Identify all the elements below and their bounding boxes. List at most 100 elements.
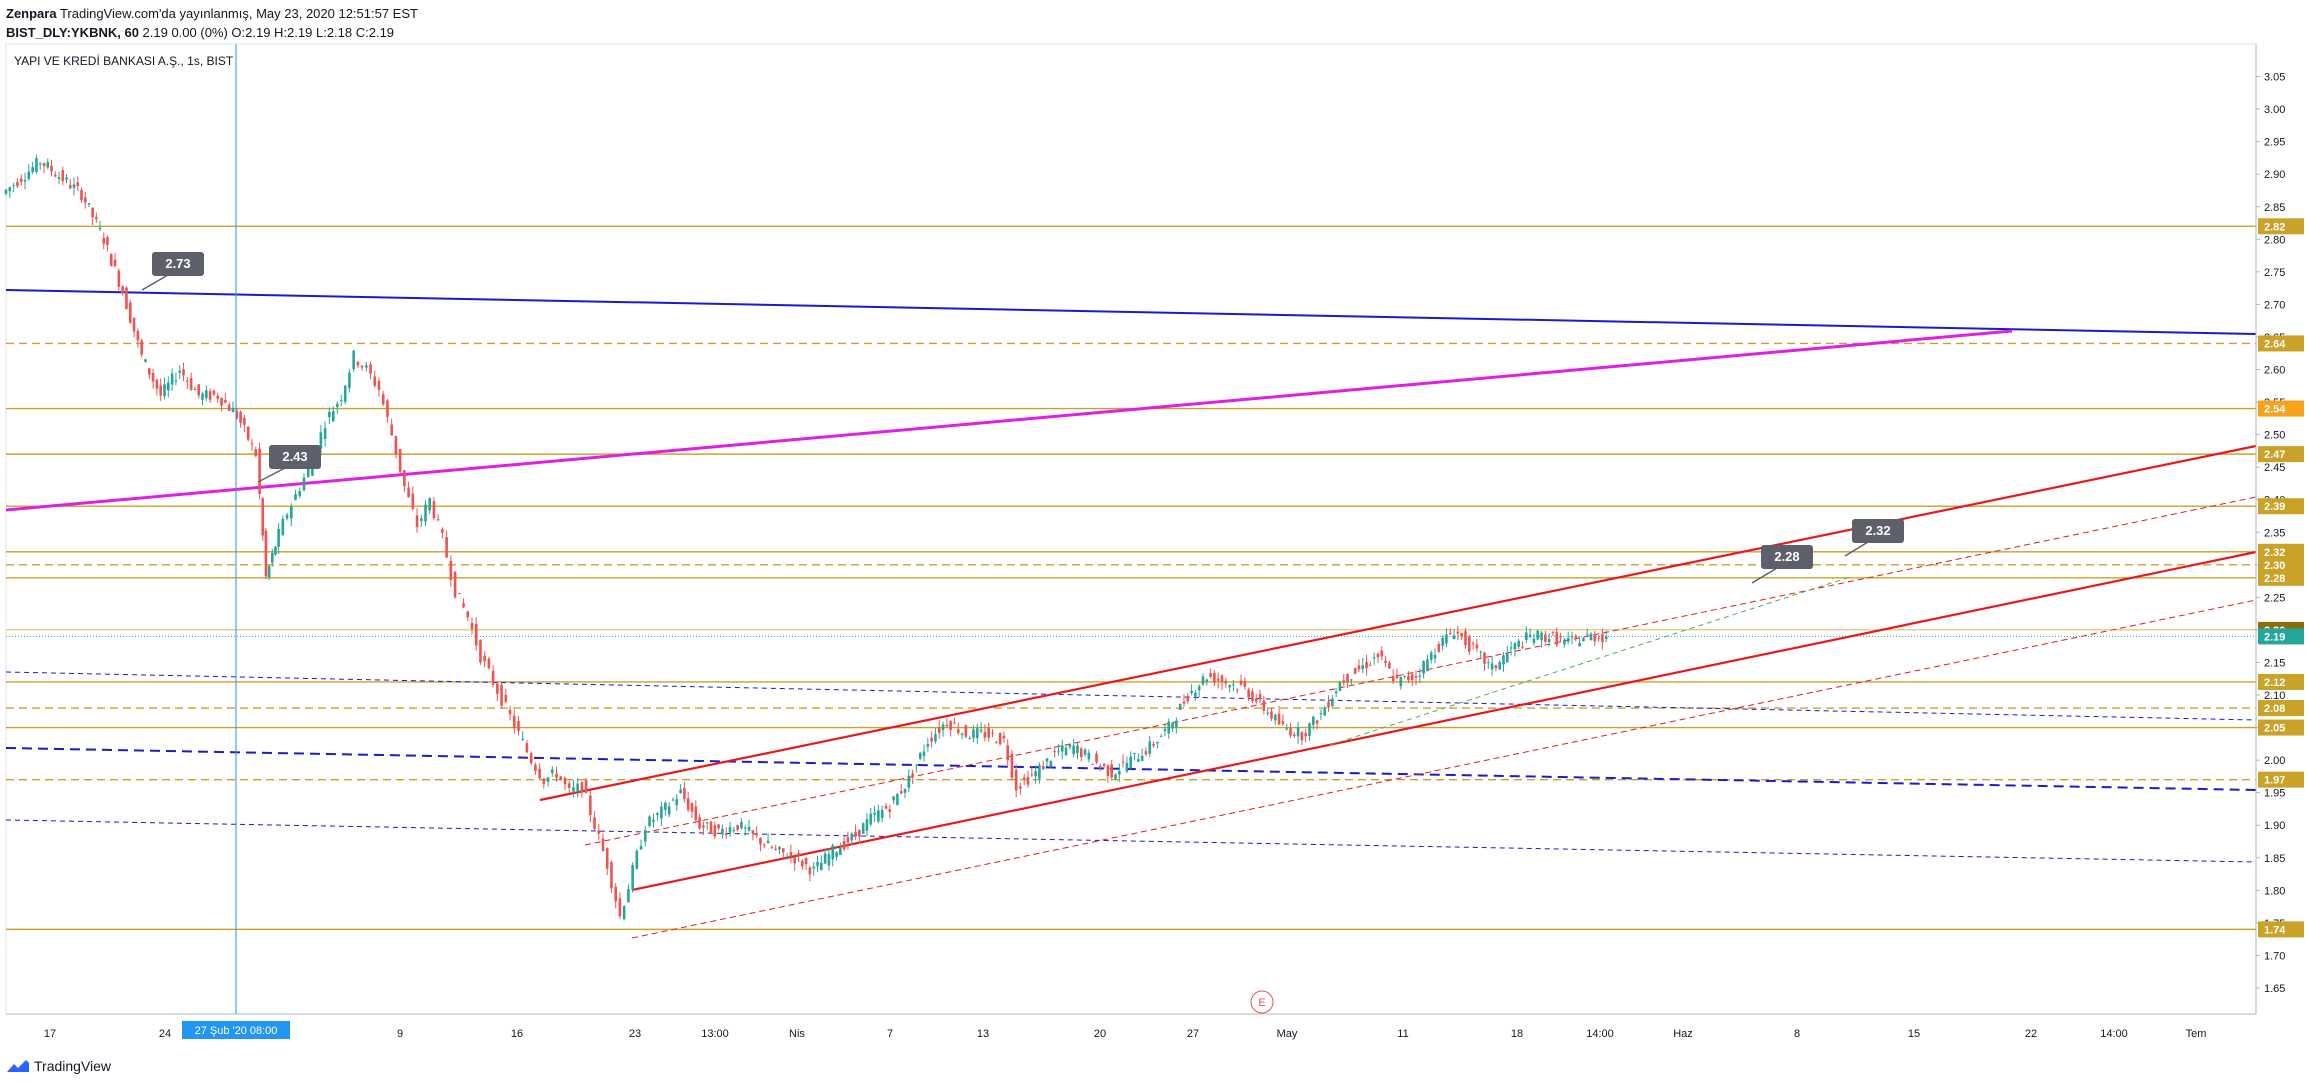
- time-tick-label: 8: [1794, 1028, 1800, 1040]
- candle-body: [563, 777, 567, 785]
- candle-body: [365, 365, 368, 368]
- candle-body: [555, 773, 558, 778]
- candle-body: [1239, 680, 1243, 685]
- candle-body: [1312, 716, 1315, 725]
- candle-body: [224, 400, 227, 403]
- candle-body: [398, 449, 402, 472]
- candle-body: [1414, 676, 1418, 678]
- time-tick-label: Haz: [1673, 1028, 1693, 1040]
- callout-box: [1852, 519, 1904, 543]
- level-price-label: 2.64: [2264, 338, 2286, 350]
- channel-mid-lower-dashed: [631, 599, 2257, 939]
- candle-body: [580, 782, 584, 793]
- candle-body: [1304, 732, 1307, 737]
- candle-body: [1098, 766, 1102, 768]
- candle-body: [1372, 657, 1376, 659]
- candle-body: [1483, 652, 1486, 664]
- candle-body: [983, 732, 987, 738]
- candle-body: [1194, 692, 1197, 697]
- channel-mid-upper-dashed: [584, 496, 2257, 846]
- candle-body: [117, 270, 121, 287]
- candle-body: [1525, 632, 1528, 640]
- candle-body: [1220, 675, 1224, 683]
- candle-body: [781, 848, 785, 853]
- chart-header: Zenpara TradingView.com'da yayınlanmış, …: [6, 4, 418, 42]
- time-tick-label: 17: [44, 1028, 56, 1040]
- candle-body: [709, 821, 713, 834]
- candle-body: [441, 529, 444, 533]
- price-tick-label: 2.85: [2264, 202, 2285, 214]
- time-tick-label: Tem: [2186, 1028, 2207, 1040]
- candle-body: [1114, 774, 1117, 779]
- candle-body: [1513, 643, 1517, 650]
- candle-body: [635, 850, 639, 869]
- green-dotted-line: [1329, 576, 1851, 746]
- candle-body: [622, 906, 626, 920]
- candle-body: [264, 530, 268, 577]
- time-tick-label: 20: [1094, 1028, 1106, 1040]
- candle-body: [1361, 665, 1365, 670]
- candle-body: [428, 498, 432, 511]
- candle-body: [785, 858, 789, 860]
- time-tick-label: Nis: [789, 1028, 805, 1040]
- candle-body: [1384, 660, 1387, 664]
- time-axis[interactable]: 17 24 9 16 23 13:00 Nis 7 13 20 27 May 11 18 14:00 Haz 8…: [6, 1013, 2256, 1040]
- candle-body: [373, 376, 377, 386]
- candle-body: [1140, 755, 1144, 762]
- channel-upper-line: [539, 444, 2257, 802]
- candle-body: [675, 799, 679, 806]
- candle-body: [945, 724, 949, 726]
- candle-body: [732, 829, 736, 832]
- candle-body: [1460, 632, 1463, 637]
- price-tick-label: 3.00: [2264, 104, 2285, 116]
- candle-body: [449, 560, 453, 580]
- candle-body: [525, 743, 529, 753]
- candle-body: [182, 369, 185, 376]
- candle-body: [1433, 654, 1437, 659]
- candle-body: [174, 380, 178, 382]
- candle-body: [1030, 774, 1034, 776]
- candle-body: [1186, 695, 1190, 702]
- candle-body: [618, 898, 622, 917]
- time-tick-label: 14:00: [1586, 1028, 1614, 1040]
- candle-body: [1498, 662, 1502, 670]
- price-tick-label: 1.65: [2264, 983, 2285, 995]
- candle-body: [407, 487, 410, 498]
- time-tick-label: 7: [887, 1028, 893, 1040]
- candle-body: [197, 384, 201, 396]
- blue-dotted-upper-line: [5, 671, 2257, 721]
- candle-body: [1563, 639, 1566, 645]
- blue-dotted-lower-line: [5, 819, 2257, 863]
- candle-body: [1528, 634, 1532, 638]
- candle-body: [610, 862, 613, 889]
- candle-body: [106, 237, 109, 245]
- candle-body: [294, 493, 297, 500]
- earnings-event-marker[interactable]: E: [1250, 990, 1274, 1014]
- candle-body: [728, 827, 732, 833]
- candle-body: [508, 710, 512, 715]
- candle-body: [50, 165, 53, 172]
- time-tick-label: 13:00: [701, 1028, 729, 1040]
- candle-body: [835, 852, 838, 857]
- price-axis[interactable]: 1.651.701.751.801.851.901.952.002.052.10…: [2255, 44, 2308, 1014]
- candle-body: [1148, 741, 1152, 754]
- level-price-tag: [2258, 400, 2304, 417]
- candle-body: [1300, 732, 1304, 741]
- candle-body: [1391, 675, 1395, 682]
- level-price-label: 2.05: [2264, 723, 2285, 735]
- candle-body: [76, 182, 80, 187]
- candle-body: [290, 505, 293, 519]
- level-price-tag: [2258, 446, 2304, 463]
- callout-box: [269, 445, 321, 469]
- candle-body: [1159, 736, 1163, 738]
- candle-body: [816, 861, 819, 867]
- candle-body: [584, 779, 588, 793]
- time-tick-label: 22: [2025, 1028, 2037, 1040]
- candle-body: [896, 793, 899, 805]
- candle-body: [1262, 700, 1266, 711]
- candle-body: [740, 821, 743, 829]
- level-price-tag: [2258, 335, 2304, 352]
- candle-body: [705, 822, 709, 824]
- level-price-tag: [2258, 673, 2304, 690]
